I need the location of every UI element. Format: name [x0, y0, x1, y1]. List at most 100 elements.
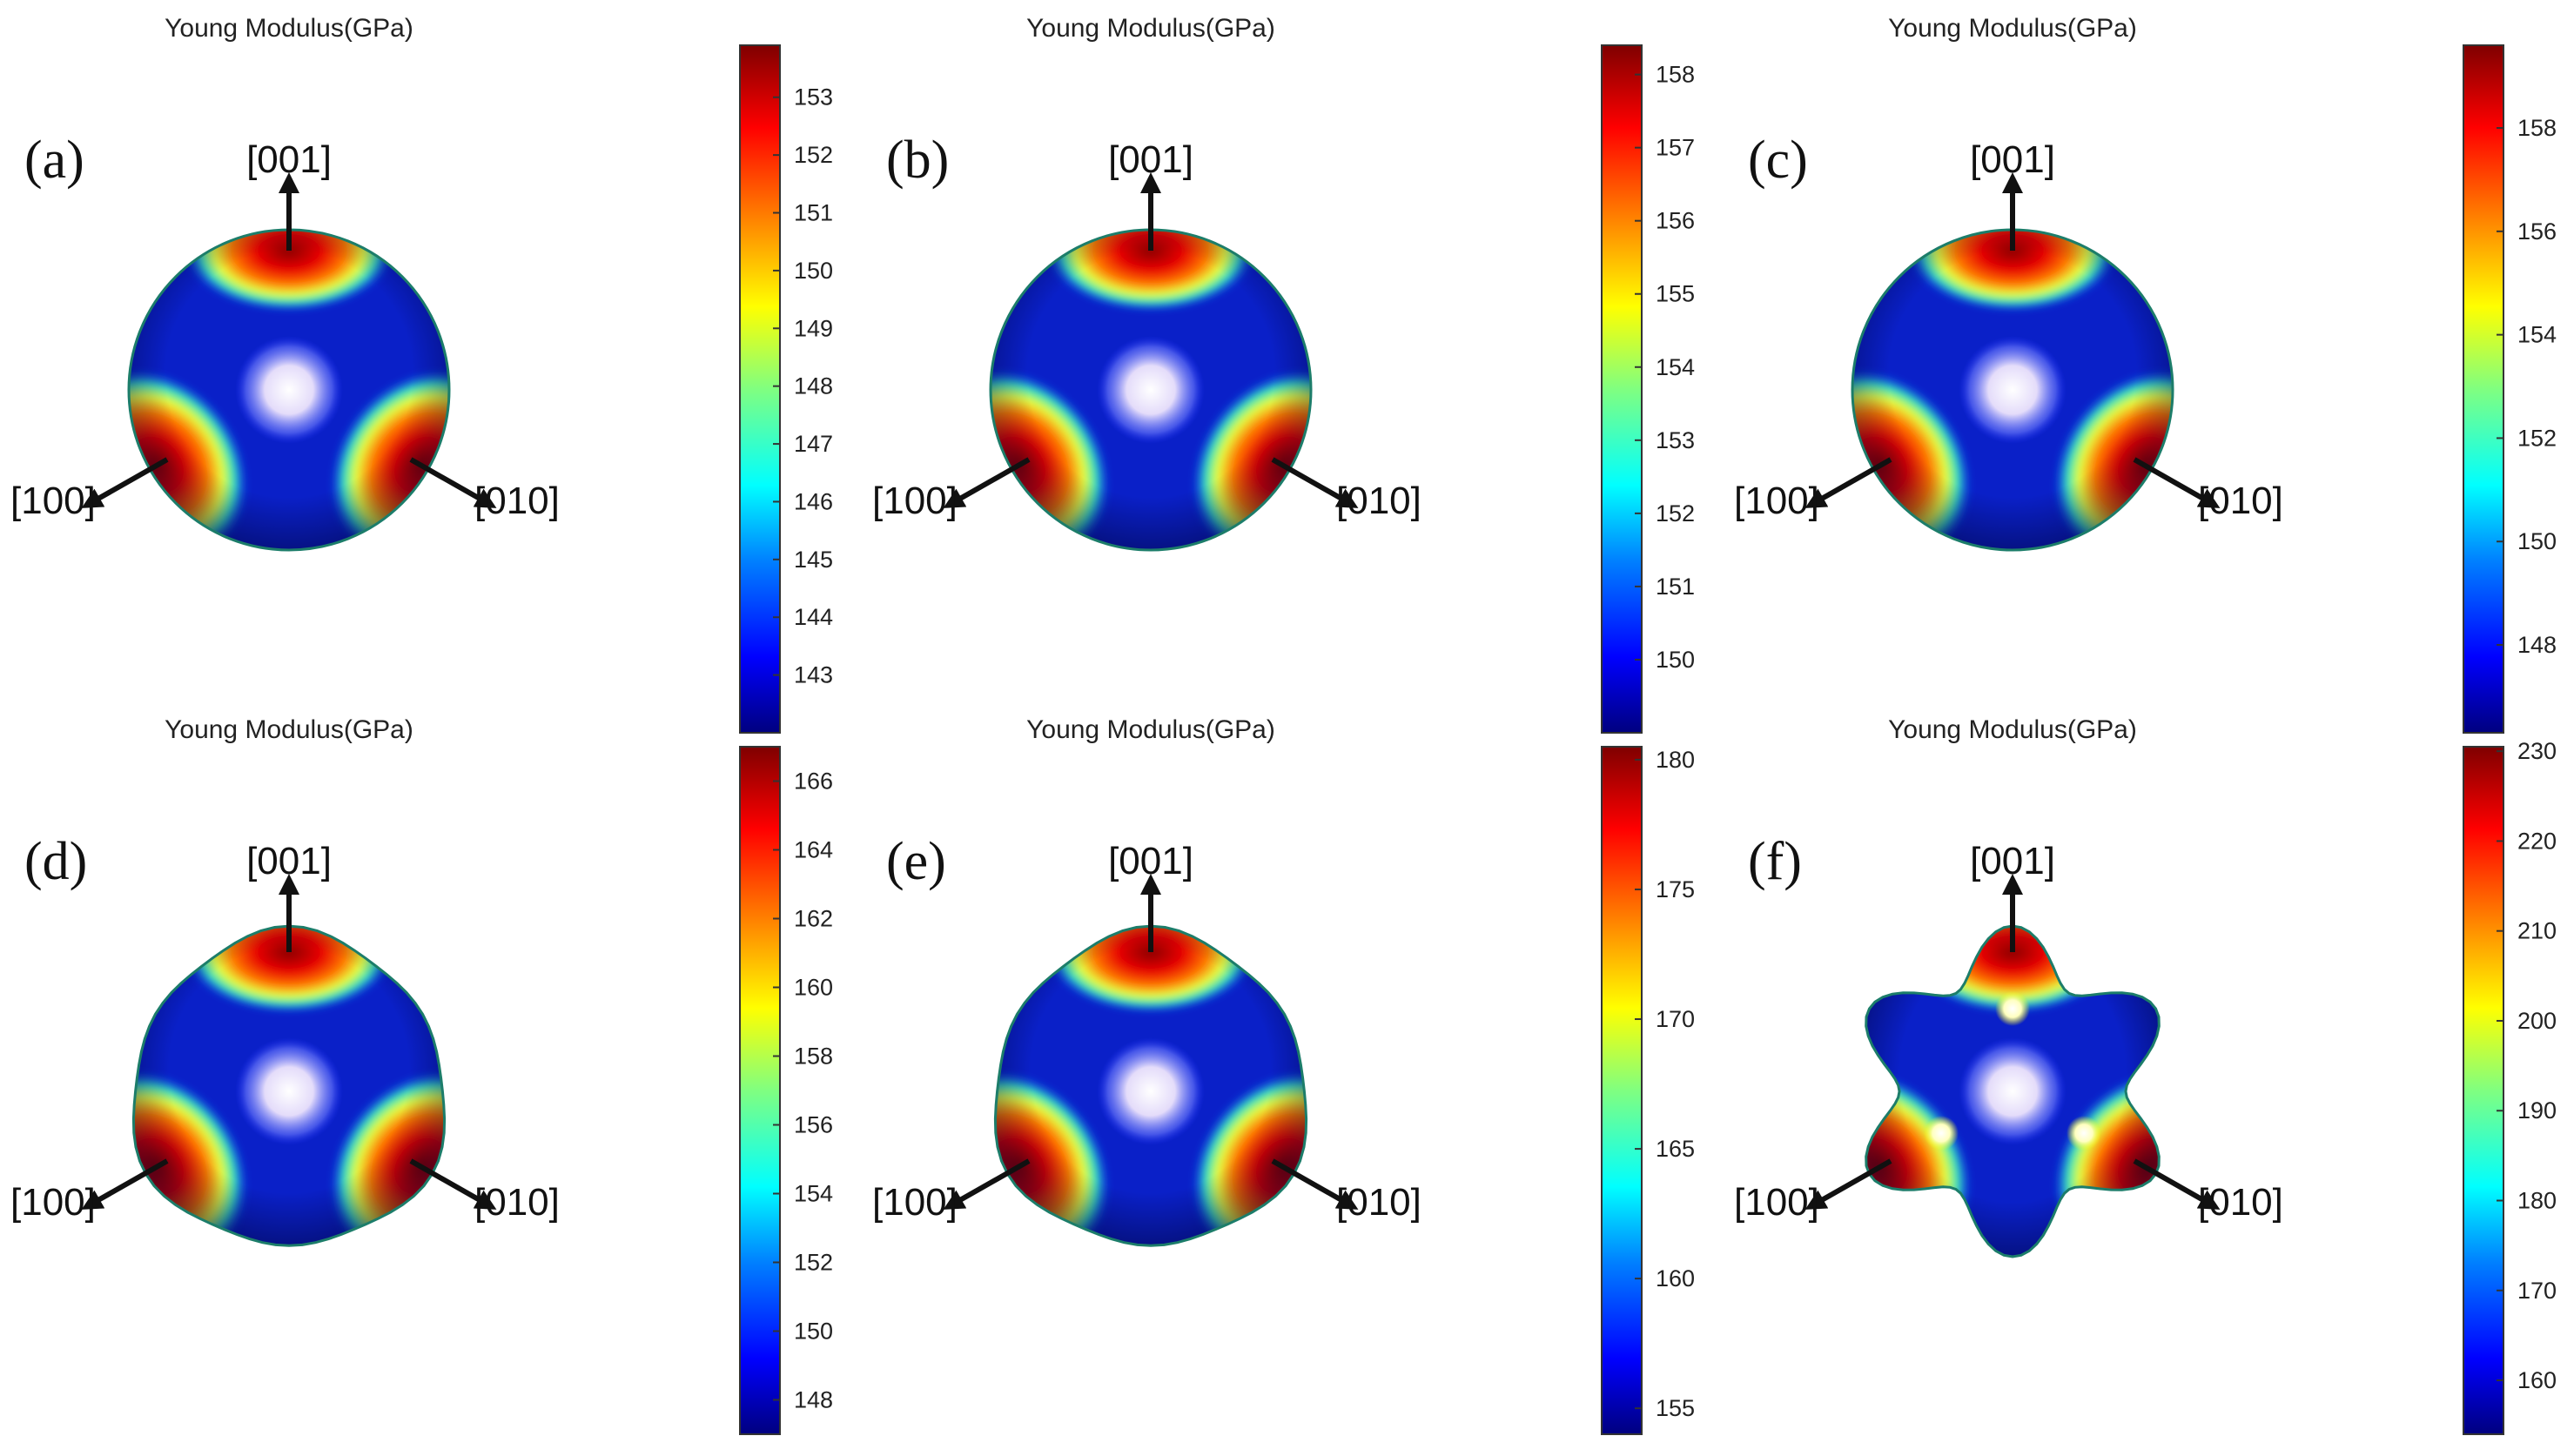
- colorbar-tick-label: 160: [1656, 1265, 1695, 1292]
- arrow-100: [1804, 1158, 1892, 1210]
- panel-a: Young Modulus(GPa) (a) [001] [100] [010] 143 1…: [10, 14, 833, 734]
- colorbar: 143 144 145 146 147 148 149 150 151 152 153: [739, 44, 833, 734]
- panel-title: Young Modulus(GPa): [1026, 14, 1275, 43]
- arrow-100: [81, 1158, 169, 1210]
- panel-label: (e): [886, 832, 946, 891]
- colorbar-tick-label: 158: [1656, 62, 1695, 88]
- arrow-010: [1271, 1158, 1359, 1210]
- panel-title: Young Modulus(GPa): [165, 14, 413, 43]
- colorbar-tick-label: 158: [2517, 115, 2557, 141]
- colorbar-tick-label: 152: [794, 1250, 833, 1276]
- axis-label-010: [010]: [2198, 1181, 2283, 1224]
- colorbar-tick-label: 230: [2517, 738, 2557, 764]
- arrow-010: [2133, 457, 2221, 508]
- colorbar-tick-label: 164: [794, 837, 833, 863]
- arrow-010: [409, 1158, 497, 1210]
- panel-label: (f): [1748, 832, 1802, 891]
- colorbar-tick-label: 156: [1656, 208, 1695, 234]
- colorbar-tick-label: 151: [1656, 574, 1695, 600]
- colorbar: 150 151 152 153 154 155 156 157 158: [1601, 44, 1695, 734]
- direction-axes: [001] [100] [010]: [10, 138, 560, 522]
- axis-label-010: [010]: [1336, 1181, 1421, 1224]
- colorbar-tick-label: 145: [794, 547, 833, 573]
- axis-label-100: [100]: [1734, 480, 1819, 522]
- colorbar-tick-label: 154: [2517, 322, 2557, 348]
- colorbar-gradient: [739, 746, 781, 1435]
- colorbar-tick-label: 190: [2517, 1097, 2557, 1124]
- axis-label-001: [001]: [1970, 138, 2055, 181]
- colorbar-tick-label: 153: [794, 84, 833, 111]
- colorbar-tick-label: 160: [2517, 1367, 2557, 1393]
- colorbar-tick-label: 156: [2517, 218, 2557, 245]
- colorbar-tick-label: 200: [2517, 1008, 2557, 1034]
- colorbar-tick-label: 157: [1656, 135, 1695, 161]
- colorbar-tick-label: 220: [2517, 828, 2557, 854]
- colorbar-tick-label: 143: [794, 662, 833, 688]
- colorbar-gradient: [1601, 746, 1643, 1435]
- colorbar-gradient: [2463, 44, 2504, 734]
- colorbar-tick-label: 152: [1656, 500, 1695, 527]
- arrow-100: [1804, 457, 1892, 508]
- panel-title: Young Modulus(GPa): [1888, 715, 2137, 744]
- direction-axes: [001] [100] [010]: [1734, 138, 2283, 522]
- colorbar-tick-label: 150: [2517, 528, 2557, 554]
- colorbar-gradient: [2463, 746, 2504, 1435]
- arrow-010: [1271, 457, 1359, 508]
- modulus-surface: [989, 228, 1313, 552]
- colorbar: 148 150 152 154 156 158: [2463, 44, 2557, 734]
- colorbar-tick-label: 153: [1656, 427, 1695, 453]
- modulus-surface: [127, 228, 451, 552]
- direction-axes: [001] [100] [010]: [872, 138, 1421, 522]
- colorbar-tick-label: 152: [2517, 425, 2557, 451]
- colorbar-tick-label: 148: [794, 1387, 833, 1413]
- colorbar-tick-label: 180: [2517, 1188, 2557, 1214]
- colorbar-tick-label: 144: [794, 604, 833, 630]
- colorbar-tick-label: 175: [1656, 876, 1695, 902]
- panel-title: Young Modulus(GPa): [165, 715, 413, 744]
- colorbar-tick-label: 170: [2517, 1278, 2557, 1304]
- axis-label-100: [100]: [872, 480, 958, 522]
- colorbar-tick-label: 148: [794, 373, 833, 399]
- colorbar-tick-label: 162: [794, 906, 833, 932]
- axis-label-010: [010]: [474, 480, 560, 522]
- colorbar-tick-label: 170: [1656, 1006, 1695, 1032]
- axis-label-001: [001]: [246, 840, 332, 882]
- panel-label: (a): [24, 131, 84, 190]
- axis-label-010: [010]: [474, 1181, 560, 1224]
- axis-label-001: [001]: [1970, 840, 2055, 882]
- modulus-surface: [993, 924, 1308, 1247]
- colorbar-tick-label: 158: [794, 1043, 833, 1070]
- colorbar-tick-label: 155: [1656, 1395, 1695, 1421]
- colorbar-tick-label: 148: [2517, 632, 2557, 658]
- direction-axes: [001] [100] [010]: [10, 840, 560, 1224]
- panel-e: Young Modulus(GPa)(e) [001][100] [010]1551…: [872, 715, 1695, 1435]
- direction-axes: [001] [100] [010]: [1734, 840, 2283, 1224]
- axis-label-100: [100]: [1734, 1181, 1819, 1224]
- modulus-surface: [131, 924, 447, 1247]
- axis-label-100: [100]: [10, 480, 96, 522]
- panel-c: Young Modulus(GPa)(c) [001][100] [010]1481…: [1734, 14, 2557, 734]
- colorbar-tick-label: 150: [794, 1318, 833, 1345]
- colorbar-tick-label: 160: [794, 975, 833, 1001]
- arrow-100: [943, 457, 1031, 508]
- axis-label-001: [001]: [1108, 840, 1193, 882]
- axis-label-100: [100]: [872, 1181, 958, 1224]
- axis-label-100: [100]: [10, 1181, 96, 1224]
- colorbar-tick-label: 147: [794, 431, 833, 457]
- colorbar-tick-label: 154: [1656, 354, 1695, 380]
- axis-label-010: [010]: [2198, 480, 2283, 522]
- colorbar-tick-label: 156: [794, 1112, 833, 1138]
- colorbar: 148 150 152 154 156 158 160 162 164 166: [739, 746, 833, 1435]
- colorbar-tick-label: 210: [2517, 918, 2557, 944]
- direction-axes: [001] [100] [010]: [872, 840, 1421, 1224]
- modulus-surface: [1851, 228, 2174, 552]
- axis-label-001: [001]: [246, 138, 332, 181]
- arrow-010: [409, 457, 497, 508]
- panel-label: (d): [24, 832, 87, 891]
- colorbar-tick-label: 149: [794, 315, 833, 341]
- colorbar-tick-label: 146: [794, 488, 833, 514]
- colorbar-gradient: [1601, 44, 1643, 734]
- arrow-100: [81, 457, 169, 508]
- axis-label-010: [010]: [1336, 480, 1421, 522]
